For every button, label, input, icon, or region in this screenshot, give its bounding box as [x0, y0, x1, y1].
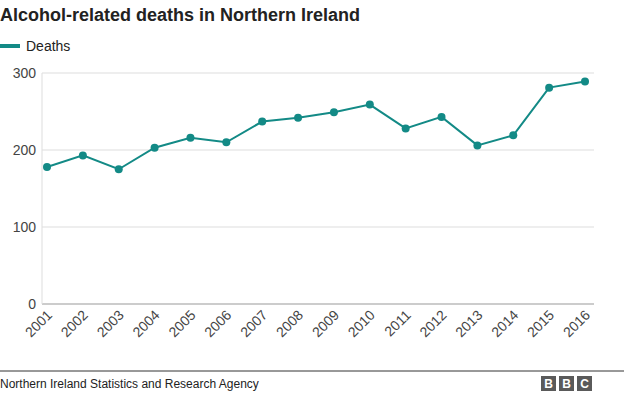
point	[366, 101, 374, 109]
x-tick-label: 2004	[129, 307, 162, 340]
x-tick-label: 2007	[237, 307, 270, 340]
grid-line	[42, 73, 594, 74]
x-tick-label: 2014	[488, 307, 521, 340]
x-tick-label: 2009	[309, 307, 342, 340]
grid-line	[42, 227, 594, 228]
point	[330, 108, 338, 116]
footer-rule	[0, 371, 624, 372]
logo-box	[577, 376, 592, 391]
logo: BBC	[541, 376, 592, 391]
logo-letter: B	[544, 377, 553, 391]
chart: Alcohol-related deaths in Northern Irela…	[0, 0, 624, 395]
x-tick-label: 2001	[22, 307, 55, 340]
x-tick-label: 2013	[452, 307, 485, 340]
point	[545, 84, 553, 92]
x-tick-label: 2015	[524, 307, 557, 340]
x-tick-label: 2012	[416, 307, 449, 340]
point	[43, 163, 51, 171]
plot-area	[43, 77, 589, 173]
logo-box	[541, 376, 556, 391]
x-tick-label: 2008	[273, 307, 306, 340]
y-tick-label: 300	[13, 65, 37, 81]
x-tick-label: 2006	[201, 307, 234, 340]
y-tick-label: 200	[13, 142, 37, 158]
logo-box	[559, 376, 574, 391]
y-tick-label: 0	[28, 296, 36, 312]
x-tick-label: 2011	[381, 307, 414, 340]
point	[294, 114, 302, 122]
point	[258, 118, 266, 126]
logo-letter: B	[562, 377, 571, 391]
y-axis-line	[42, 73, 43, 304]
point	[402, 124, 410, 132]
x-tick-label: 2010	[345, 307, 378, 340]
logo-letter: C	[580, 377, 589, 391]
point	[115, 165, 123, 173]
legend-swatch	[0, 44, 20, 48]
title: Alcohol-related deaths in Northern Irela…	[0, 5, 360, 25]
point	[438, 113, 446, 121]
grid-line	[42, 150, 594, 151]
point	[222, 138, 230, 146]
point	[186, 134, 194, 142]
x-tick-label: 2016	[560, 307, 593, 340]
x-tick-label: 2003	[94, 307, 127, 340]
axis-line	[42, 304, 594, 305]
legend-label: Deaths	[26, 38, 70, 54]
line	[47, 81, 585, 169]
point	[509, 131, 517, 139]
source: Northern Ireland Statistics and Research…	[0, 377, 259, 391]
point	[79, 151, 87, 159]
point	[581, 77, 589, 85]
point	[473, 141, 481, 149]
y-tick-label: 100	[13, 219, 37, 235]
point	[151, 144, 159, 152]
x-tick-label: 2005	[165, 307, 198, 340]
x-tick-label: 2002	[58, 307, 91, 340]
